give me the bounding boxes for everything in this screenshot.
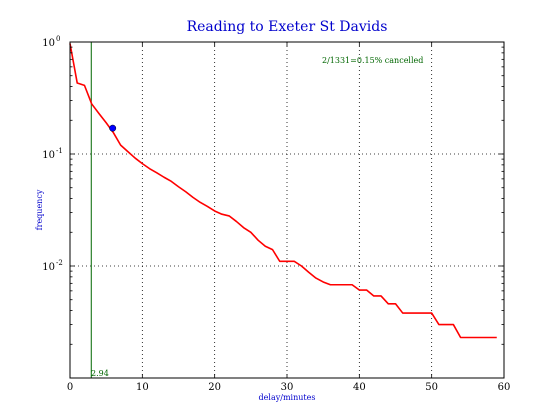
y-tick-exponent: -2: [56, 259, 63, 267]
y-tick-exponent: 0: [56, 35, 60, 43]
vline-label: 2.94: [91, 369, 109, 378]
x-tick-label: 10: [136, 382, 149, 393]
data-point-marker: [109, 124, 117, 132]
x-tick-label: 50: [425, 382, 438, 393]
plot-area: [69, 42, 497, 378]
chart-title: Reading to Exeter St Davids: [187, 19, 388, 35]
y-tick-label: 10: [42, 262, 55, 273]
y-tick-exponent: -1: [56, 147, 63, 155]
cancelled-annotation: 2/1331=0.15% cancelled: [322, 56, 423, 65]
x-tick-label: 40: [353, 382, 366, 393]
delay-frequency-line: [69, 43, 497, 339]
y-tick-label: 10: [42, 38, 55, 49]
y-tick-label: 10: [42, 150, 55, 161]
x-tick-label: 60: [498, 382, 511, 393]
x-axis-label: delay/minutes: [259, 393, 316, 402]
x-tick-label: 0: [67, 382, 73, 393]
x-tick-label: 30: [281, 382, 294, 393]
y-axis-label: frequency: [35, 189, 44, 230]
grid: [70, 42, 504, 378]
x-tick-label: 20: [208, 382, 221, 393]
